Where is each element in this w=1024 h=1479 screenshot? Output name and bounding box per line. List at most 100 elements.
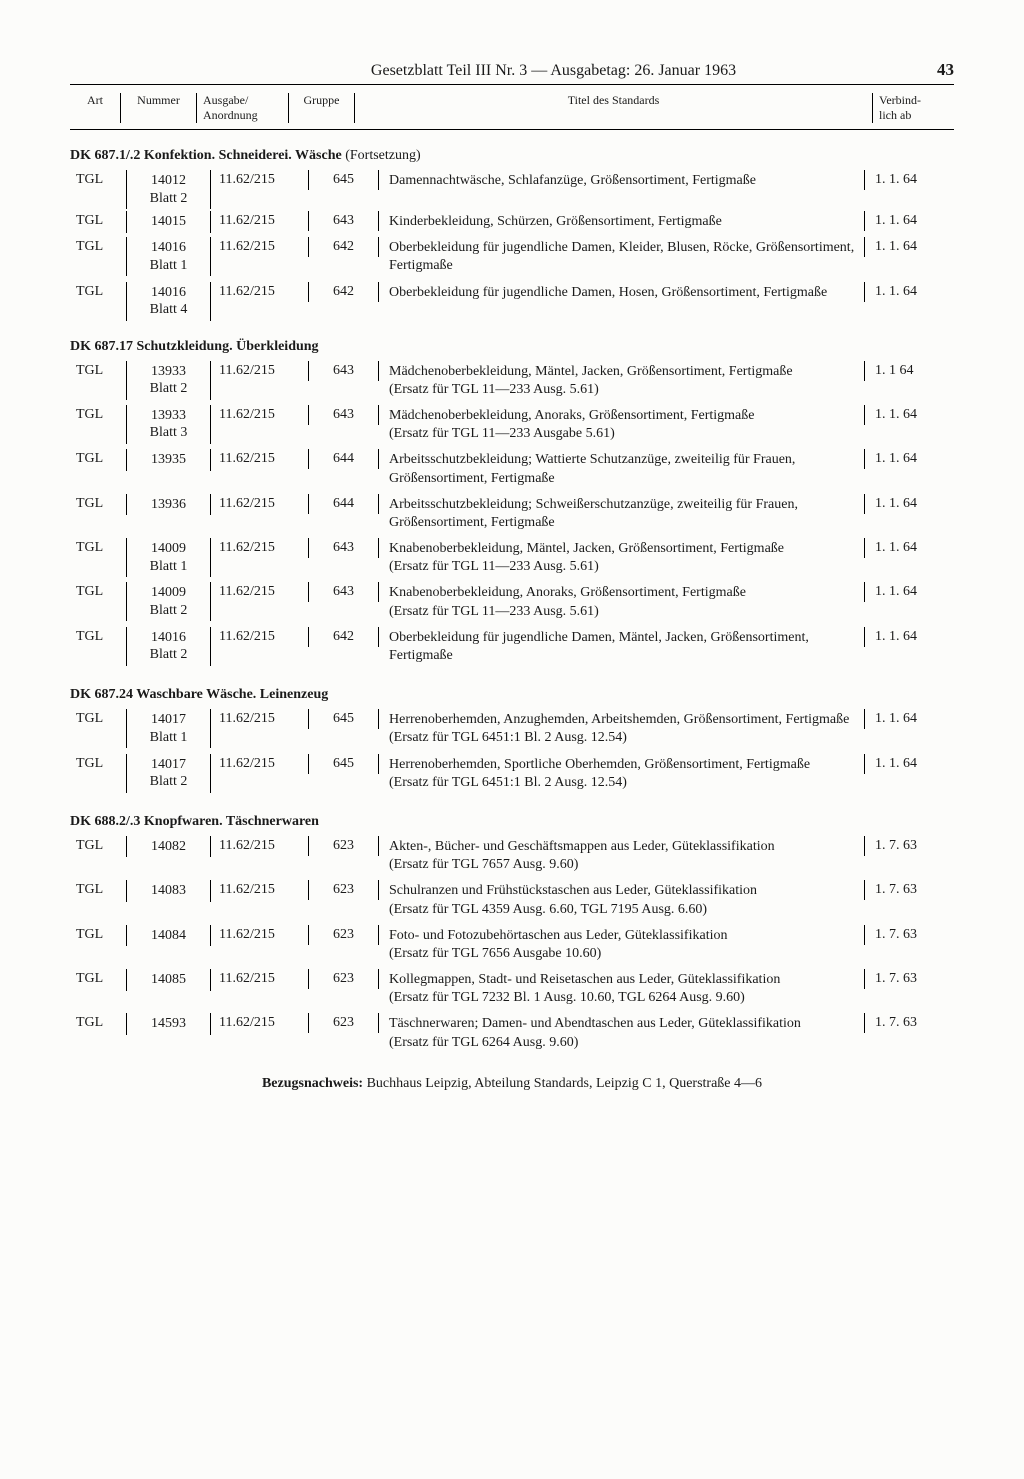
cell-titel: Herrenoberhemden, Sportliche Oberhemden,… — [379, 754, 864, 796]
cell-ausgabe: 11.62/215 — [211, 494, 309, 514]
cell-gruppe: 623 — [309, 1013, 379, 1033]
cell-titel: Arbeitsschutzbekleidung; Schweißerschutz… — [379, 494, 864, 536]
cell-nummer: 14009 Blatt 2 — [126, 582, 211, 621]
footer-label: Bezugsnachweis: — [262, 1076, 363, 1091]
header-title: Gesetzblatt Teil III Nr. 3 — Ausgabetag:… — [70, 62, 937, 80]
cell-gruppe: 623 — [309, 969, 379, 989]
cell-nummer: 14016 Blatt 4 — [126, 282, 211, 321]
cell-titel: Mädchenoberbekleidung, Mäntel, Jacken, G… — [379, 361, 864, 403]
cell-titel: Täschnerwaren; Damen- und Abendtaschen a… — [379, 1013, 864, 1055]
cell-art: TGL — [70, 627, 126, 645]
cell-titel: Foto- und Fotozubehörtaschen aus Leder, … — [379, 925, 864, 967]
cell-titel: Herrenoberhemden, Anzughemden, Arbeitshe… — [379, 709, 864, 751]
cell-verbind: 1. 1. 64 — [864, 582, 954, 602]
cell-ausgabe: 11.62/215 — [211, 754, 309, 774]
cell-titel: Kinderbekleidung, Schürzen, Größensortim… — [379, 211, 864, 235]
cell-gruppe: 645 — [309, 170, 379, 190]
section-title: DK 687.1/.2 Konfektion. Schneiderei. Wäs… — [70, 148, 954, 164]
table-row: TGL1408511.62/215623Kollegmappen, Stadt-… — [70, 969, 954, 1011]
cell-nummer: 14085 — [126, 969, 211, 991]
table-row: TGL1408311.62/215623Schulranzen und Früh… — [70, 880, 954, 922]
cell-nummer: 13936 — [126, 494, 211, 516]
cell-art: TGL — [70, 925, 126, 943]
cell-verbind: 1. 1. 64 — [864, 237, 954, 257]
cell-titel: Schulranzen und Frühstückstaschen aus Le… — [379, 880, 864, 922]
cell-ausgabe: 11.62/215 — [211, 709, 309, 729]
cell-art: TGL — [70, 1013, 126, 1031]
section-title-text: DK 687.24 Waschbare Wäsche. Leinenzeug — [70, 687, 328, 702]
cell-art: TGL — [70, 211, 126, 229]
cell-art: TGL — [70, 170, 126, 188]
table-row: TGL14016 Blatt 111.62/215642Oberbekleidu… — [70, 237, 954, 279]
table-header-row: Art Nummer Ausgabe/ Anordnung Gruppe Tit… — [70, 87, 954, 130]
cell-gruppe: 644 — [309, 494, 379, 514]
cell-art: TGL — [70, 582, 126, 600]
cell-ausgabe: 11.62/215 — [211, 170, 309, 190]
section-title-text: DK 687.17 Schutzkleidung. Überkleidung — [70, 339, 319, 354]
cell-gruppe: 643 — [309, 538, 379, 558]
cell-art: TGL — [70, 237, 126, 255]
cell-art: TGL — [70, 836, 126, 854]
cell-nummer: 14016 Blatt 1 — [126, 237, 211, 276]
page-number: 43 — [937, 60, 954, 80]
cell-nummer: 14009 Blatt 1 — [126, 538, 211, 577]
table-row: TGL1408211.62/215623Akten-, Bücher- und … — [70, 836, 954, 878]
cell-art: TGL — [70, 754, 126, 772]
table-row: TGL14009 Blatt 211.62/215643Knabenoberbe… — [70, 582, 954, 624]
cell-art: TGL — [70, 969, 126, 987]
page-header: Gesetzblatt Teil III Nr. 3 — Ausgabetag:… — [70, 60, 954, 85]
col-header-verbind: Verbind- lich ab — [872, 93, 954, 123]
col-header-gruppe: Gruppe — [289, 93, 355, 123]
cell-ausgabe: 11.62/215 — [211, 925, 309, 945]
cell-art: TGL — [70, 880, 126, 898]
table-row: TGL1459311.62/215623Täschnerwaren; Damen… — [70, 1013, 954, 1055]
section-title-text: DK 687.1/.2 Konfektion. Schneiderei. Wäs… — [70, 148, 342, 163]
cell-gruppe: 645 — [309, 754, 379, 774]
section-title-text: DK 688.2/.3 Knopfwaren. Täschnerwaren — [70, 814, 319, 829]
table-row: TGL14017 Blatt 111.62/215645Herrenoberhe… — [70, 709, 954, 751]
cell-titel: Oberbekleidung für jugendliche Damen, Ho… — [379, 282, 864, 306]
table-row: TGL14016 Blatt 211.62/215642Oberbekleidu… — [70, 627, 954, 669]
cell-ausgabe: 11.62/215 — [211, 282, 309, 302]
cell-ausgabe: 11.62/215 — [211, 538, 309, 558]
cell-gruppe: 643 — [309, 211, 379, 231]
cell-gruppe: 645 — [309, 709, 379, 729]
cell-nummer: 14015 — [126, 211, 211, 233]
cell-verbind: 1. 1. 64 — [864, 282, 954, 302]
cell-titel: Oberbekleidung für jugendliche Damen, Mä… — [379, 627, 864, 669]
cell-verbind: 1. 1. 64 — [864, 709, 954, 729]
section-continuation: (Fortsetzung) — [342, 148, 421, 163]
cell-ausgabe: 11.62/215 — [211, 405, 309, 425]
cell-art: TGL — [70, 405, 126, 423]
table-row: TGL13933 Blatt 211.62/215643Mädchenoberb… — [70, 361, 954, 403]
col-header-titel: Titel des Standards — [355, 93, 872, 123]
cell-ausgabe: 11.62/215 — [211, 969, 309, 989]
cell-verbind: 1. 7. 63 — [864, 836, 954, 856]
cell-verbind: 1. 1. 64 — [864, 538, 954, 558]
cell-ausgabe: 11.62/215 — [211, 880, 309, 900]
cell-art: TGL — [70, 538, 126, 556]
cell-verbind: 1. 7. 63 — [864, 880, 954, 900]
table-row: TGL14017 Blatt 211.62/215645Herrenoberhe… — [70, 754, 954, 796]
cell-gruppe: 643 — [309, 405, 379, 425]
cell-verbind: 1. 1. 64 — [864, 449, 954, 469]
col-header-art: Art — [70, 93, 120, 123]
cell-gruppe: 643 — [309, 361, 379, 381]
cell-ausgabe: 11.62/215 — [211, 627, 309, 647]
table-row: TGL1393511.62/215644Arbeitsschutzbekleid… — [70, 449, 954, 491]
cell-art: TGL — [70, 282, 126, 300]
cell-verbind: 1. 1. 64 — [864, 494, 954, 514]
cell-verbind: 1. 7. 63 — [864, 1013, 954, 1033]
cell-nummer: 14016 Blatt 2 — [126, 627, 211, 666]
section-title: DK 688.2/.3 Knopfwaren. Täschnerwaren — [70, 814, 954, 830]
cell-verbind: 1. 1. 64 — [864, 405, 954, 425]
cell-verbind: 1. 1. 64 — [864, 211, 954, 231]
cell-nummer: 13933 Blatt 3 — [126, 405, 211, 444]
cell-nummer: 14593 — [126, 1013, 211, 1035]
table-row: TGL14016 Blatt 411.62/215642Oberbekleidu… — [70, 282, 954, 321]
cell-ausgabe: 11.62/215 — [211, 582, 309, 602]
cell-art: TGL — [70, 449, 126, 467]
table-row: TGL14009 Blatt 111.62/215643Knabenoberbe… — [70, 538, 954, 580]
col-header-nummer: Nummer — [120, 93, 197, 123]
cell-ausgabe: 11.62/215 — [211, 211, 309, 231]
